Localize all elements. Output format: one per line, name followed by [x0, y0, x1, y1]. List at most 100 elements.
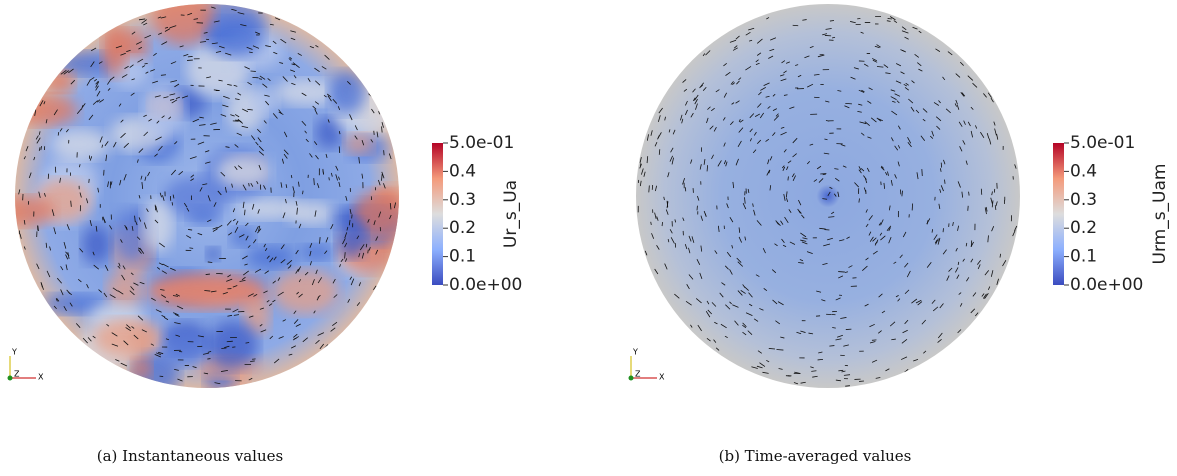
velocity-glyph [282, 319, 287, 322]
velocity-glyph [207, 261, 213, 263]
velocity-glyph [76, 108, 82, 115]
velocity-glyph [120, 52, 126, 56]
velocity-glyph [958, 121, 963, 127]
velocity-glyph [155, 136, 162, 141]
velocity-glyph [273, 256, 277, 261]
velocity-glyph [955, 247, 958, 252]
velocity-glyph [980, 131, 985, 139]
velocity-glyph [283, 153, 288, 159]
velocity-glyph [258, 150, 265, 156]
velocity-glyph [95, 80, 99, 85]
velocity-glyph [890, 137, 894, 142]
velocity-glyph [298, 223, 302, 229]
velocity-glyph [901, 26, 907, 31]
velocity-glyph [179, 45, 184, 48]
velocity-glyph [109, 76, 115, 81]
velocity-glyph [723, 63, 727, 67]
velocity-glyph [290, 30, 297, 33]
velocity-glyph [901, 30, 909, 34]
velocity-glyph [822, 198, 828, 200]
velocity-glyph [952, 221, 954, 227]
velocity-glyph [361, 139, 365, 146]
velocity-glyph [315, 339, 320, 345]
velocity-glyph [933, 102, 940, 106]
velocity-glyph [150, 343, 154, 346]
velocity-glyph [292, 186, 295, 193]
velocity-glyph [106, 324, 110, 327]
velocity-glyph [285, 198, 287, 204]
velocity-glyph [220, 114, 227, 117]
velocity-glyph [141, 65, 146, 68]
velocity-glyph [239, 279, 246, 282]
velocity-glyph [935, 238, 939, 245]
velocity-glyph [737, 140, 742, 147]
velocity-glyph [267, 78, 271, 82]
velocity-glyph [46, 270, 51, 278]
velocity-glyph [900, 71, 905, 75]
field-patch [299, 244, 335, 261]
velocity-glyph [894, 174, 897, 179]
velocity-glyph [389, 214, 392, 220]
velocity-glyph [714, 250, 718, 255]
velocity-glyph [131, 226, 134, 231]
velocity-glyph [253, 293, 258, 297]
velocity-glyph [36, 263, 40, 270]
velocity-glyph [223, 95, 230, 99]
velocity-glyph [907, 136, 912, 144]
velocity-glyph [858, 169, 862, 174]
velocity-glyph [335, 165, 339, 171]
velocity-glyph [923, 350, 927, 354]
velocity-glyph [945, 108, 951, 114]
velocity-glyph [958, 292, 962, 295]
velocity-glyph [732, 304, 739, 308]
velocity-glyph [45, 242, 48, 248]
velocity-glyph [996, 133, 999, 140]
velocity-glyph [936, 125, 941, 130]
velocity-glyph [246, 46, 253, 50]
velocity-glyph [697, 324, 702, 332]
velocity-glyph [354, 135, 358, 140]
velocity-glyph [199, 41, 207, 43]
velocity-glyph [646, 134, 649, 141]
colorbar-tick-label: 0.4 [449, 161, 476, 181]
velocity-glyph [120, 132, 126, 139]
velocity-glyph [356, 235, 360, 240]
velocity-glyph [265, 45, 272, 48]
velocity-glyph [291, 82, 296, 86]
velocity-glyph [285, 184, 288, 189]
velocity-glyph [996, 278, 999, 286]
velocity-glyph [880, 219, 884, 226]
velocity-glyph [769, 185, 772, 191]
velocity-glyph [18, 189, 21, 195]
velocity-glyph [59, 128, 63, 132]
velocity-glyph [263, 120, 267, 124]
velocity-glyph [733, 45, 738, 49]
velocity-glyph [57, 131, 60, 136]
velocity-glyph [937, 332, 943, 339]
velocity-glyph [700, 245, 703, 252]
velocity-glyph [717, 160, 722, 167]
velocity-glyph [378, 211, 382, 218]
velocity-glyph [278, 111, 284, 115]
velocity-glyph [296, 291, 300, 295]
velocity-glyph [782, 166, 786, 171]
velocity-glyph [325, 153, 328, 159]
velocity-glyph [670, 147, 674, 153]
velocity-glyph [747, 188, 750, 194]
axis-z-label: Z [14, 370, 20, 379]
velocity-glyph [844, 105, 850, 109]
velocity-glyph [177, 378, 183, 382]
velocity-glyph [197, 335, 204, 338]
velocity-glyph [297, 53, 302, 56]
velocity-glyph [158, 351, 164, 355]
velocity-glyph [822, 262, 828, 265]
velocity-glyph [987, 286, 991, 290]
velocity-glyph [797, 74, 802, 78]
velocity-glyph [178, 170, 184, 176]
velocity-glyph [904, 289, 910, 295]
velocity-glyph [713, 339, 717, 343]
velocity-glyph [768, 55, 774, 59]
velocity-glyph [984, 270, 990, 276]
velocity-glyph [800, 381, 806, 384]
velocity-glyph [968, 191, 970, 196]
